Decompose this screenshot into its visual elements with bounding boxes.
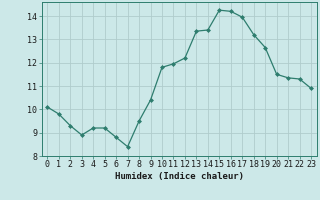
X-axis label: Humidex (Indice chaleur): Humidex (Indice chaleur) <box>115 172 244 181</box>
